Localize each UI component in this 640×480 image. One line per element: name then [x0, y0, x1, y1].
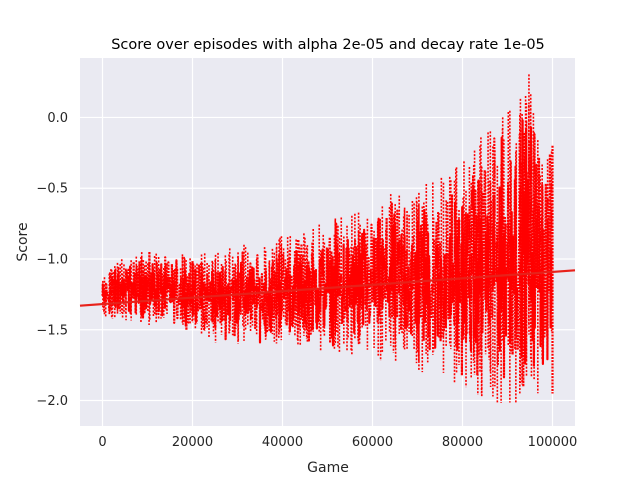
y-tick-label: −0.5 [36, 182, 68, 197]
y-tick-label: −2.0 [36, 394, 68, 409]
x-tick-labels: 0 20000 40000 60000 80000 100000 [98, 435, 577, 450]
y-axis-title: Score [15, 222, 31, 261]
x-tick-label: 20000 [172, 435, 213, 450]
x-axis-title: Game [307, 460, 349, 476]
y-tick-label: −1.0 [36, 252, 68, 267]
y-tick-labels: 0.0 −0.5 −1.0 −1.5 −2.0 [36, 111, 68, 409]
y-tick-label: −1.5 [36, 323, 68, 338]
y-tick-label: 0.0 [47, 111, 68, 126]
x-tick-label: 40000 [262, 435, 303, 450]
x-tick-label: 100000 [528, 435, 578, 450]
score-outliers [102, 74, 554, 404]
x-tick-label: 80000 [442, 435, 483, 450]
x-tick-label: 60000 [352, 435, 393, 450]
regression-line [79, 269, 576, 307]
score-series [101, 119, 554, 388]
chart-title: Score over episodes with alpha 2e-05 and… [111, 37, 545, 53]
score-trace [101, 119, 554, 388]
x-tick-label: 0 [98, 435, 106, 450]
